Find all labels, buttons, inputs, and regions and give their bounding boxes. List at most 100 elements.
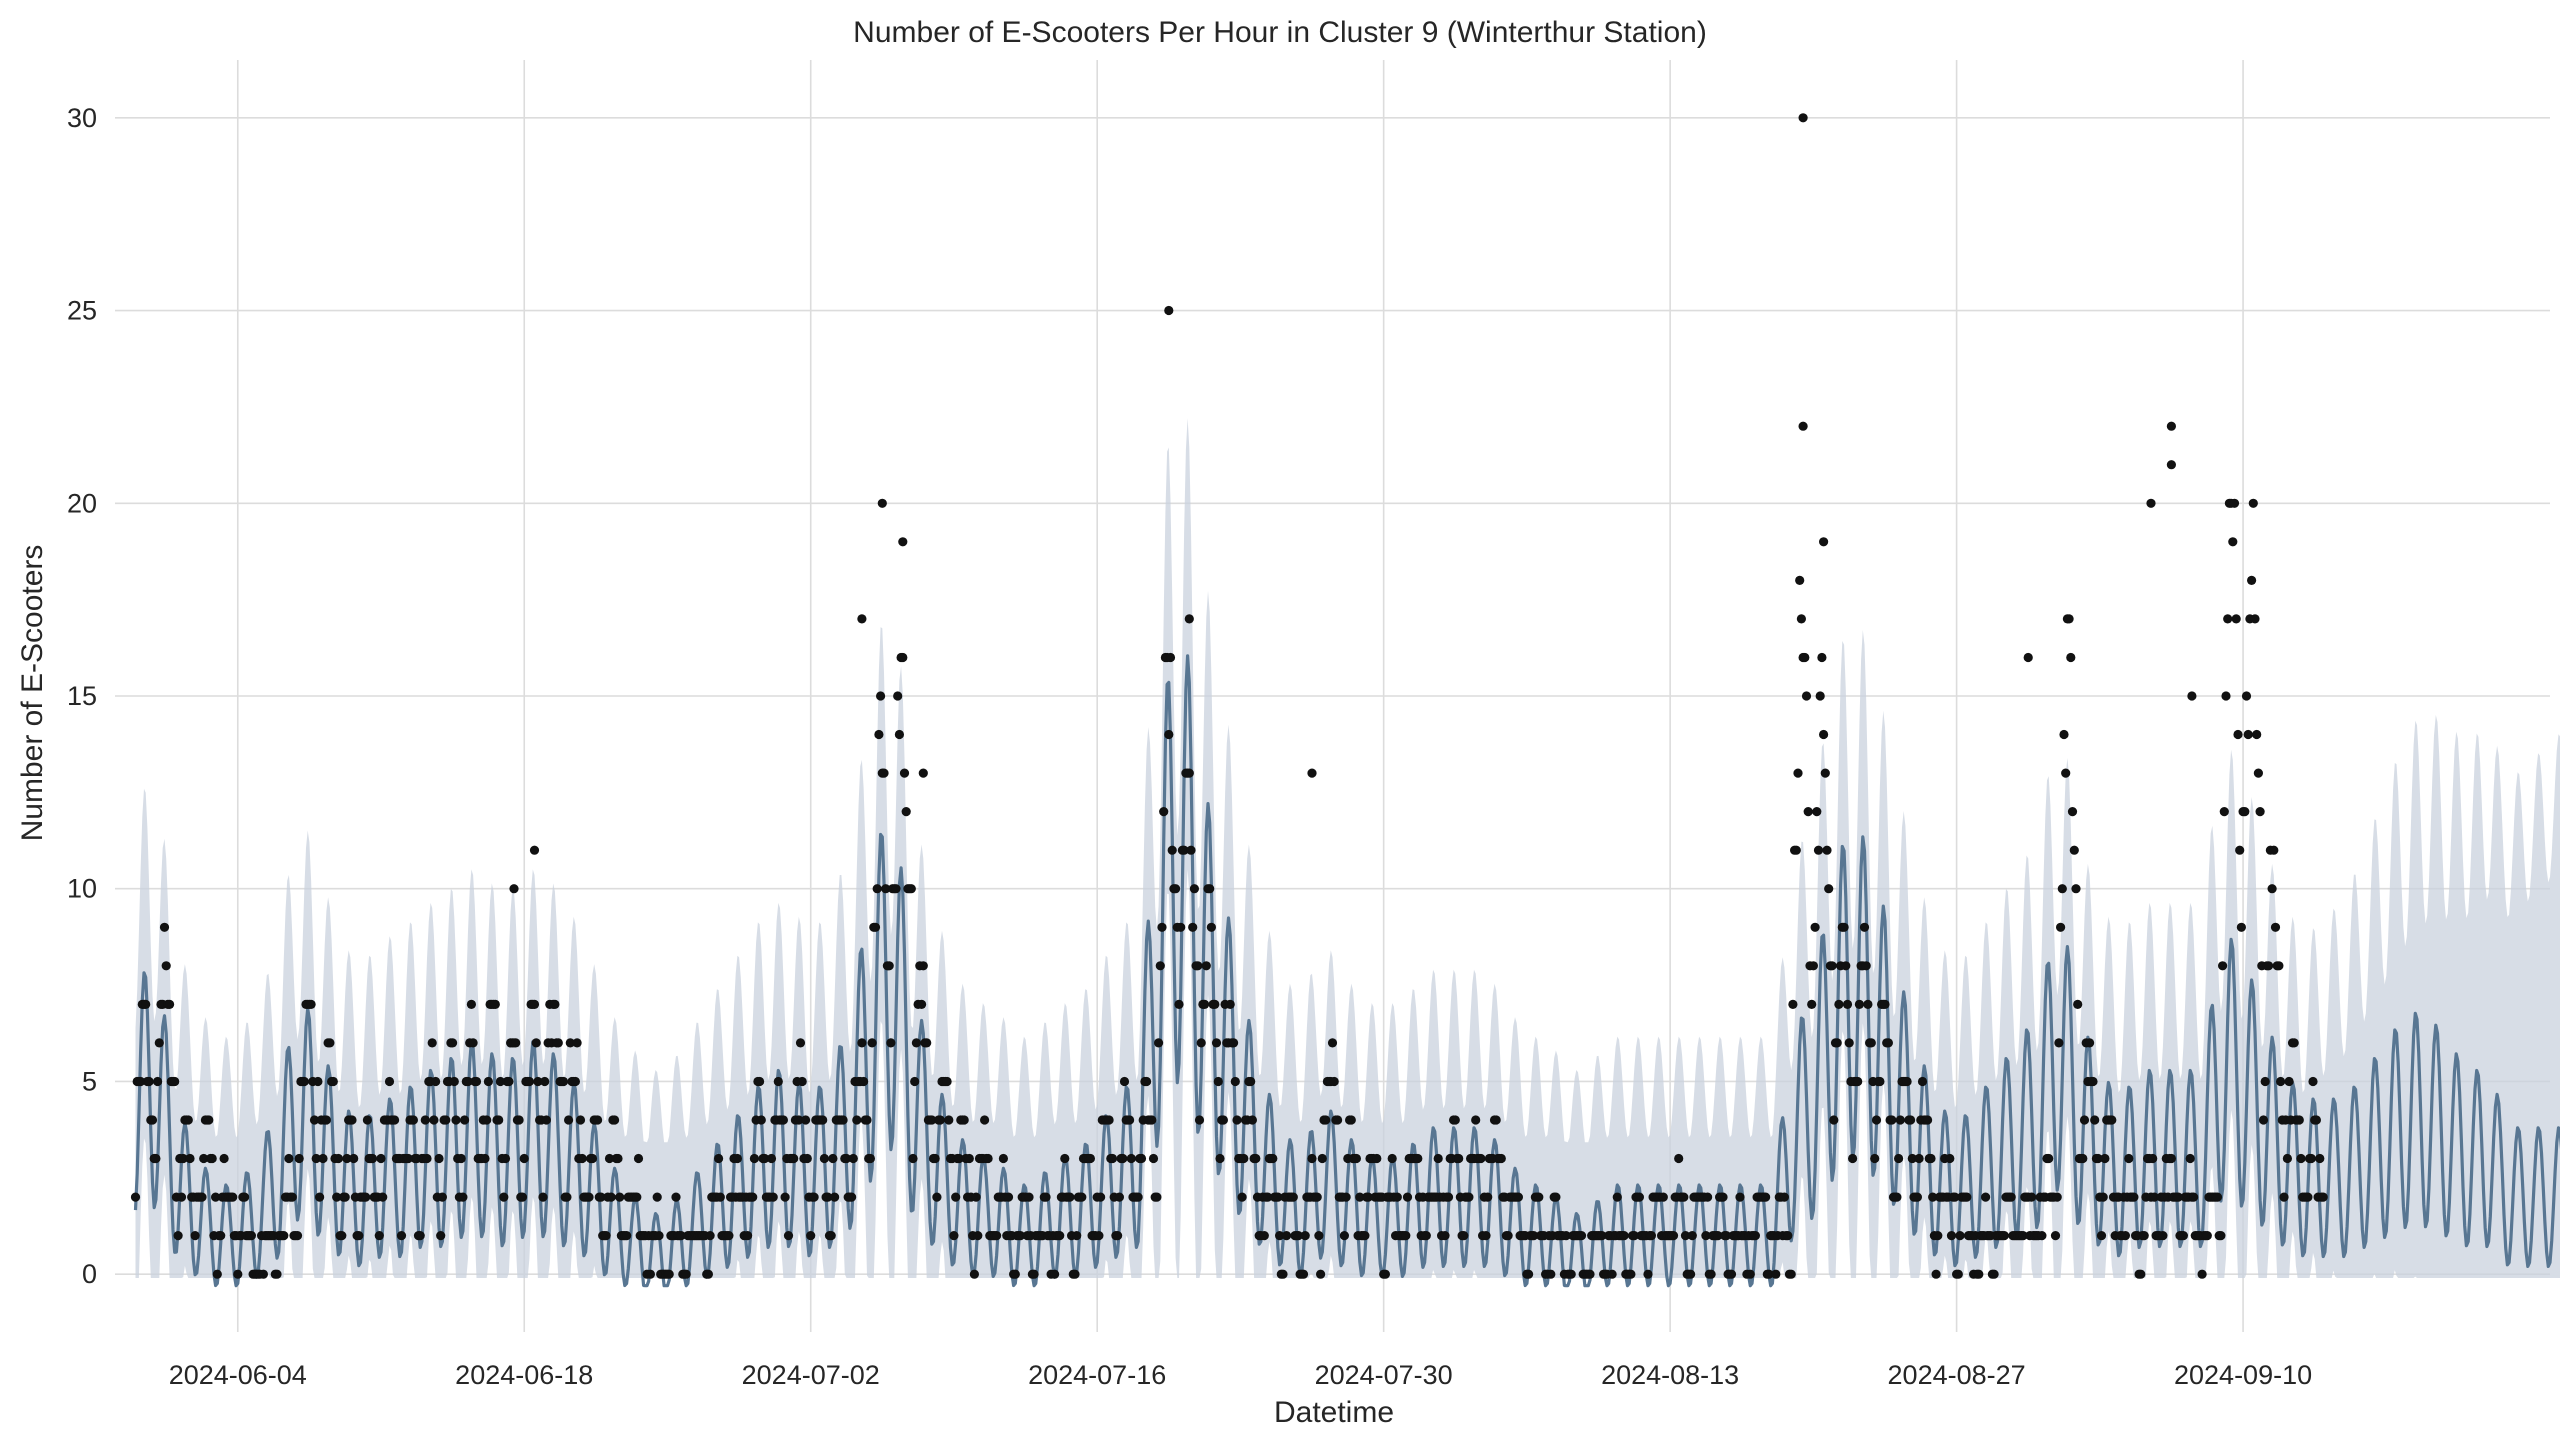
observed-point [1892, 1192, 1902, 1202]
observed-point [1210, 999, 1220, 1010]
observed-point [1839, 922, 1849, 932]
observed-point [1551, 1192, 1561, 1202]
observed-point [1931, 1269, 1941, 1279]
observed-point [354, 1231, 364, 1241]
observed-point [1902, 1076, 1912, 1087]
observed-point [1200, 999, 1210, 1010]
observed-point [151, 1153, 161, 1164]
observed-point [847, 1192, 857, 1202]
observed-point [408, 1115, 418, 1125]
observed-point [2276, 1076, 2286, 1087]
observed-point [1070, 1269, 1080, 1279]
observed-point [1534, 1192, 1544, 1202]
observed-point [2098, 1192, 2108, 1202]
observed-point [1786, 1269, 1796, 1279]
observed-point [2071, 884, 2081, 894]
observed-point [562, 1192, 572, 1202]
observed-point [2311, 1115, 2321, 1125]
observed-point [1634, 1192, 1644, 1202]
observed-point [448, 1038, 458, 1048]
observed-point [2059, 729, 2069, 740]
observed-point [1471, 1115, 1481, 1125]
observed-point [2078, 1153, 2088, 1164]
observed-point [1803, 807, 1813, 817]
x-tick-label: 2024-08-27 [1888, 1360, 2026, 1390]
y-tick-label: 5 [82, 1066, 97, 1096]
observed-point [1317, 1153, 1327, 1164]
observed-point [1293, 1231, 1303, 1241]
observed-point [2219, 807, 2229, 817]
observed-point [2139, 1231, 2149, 1241]
y-tick-label: 20 [67, 488, 97, 518]
observed-point [935, 1115, 945, 1125]
observed-point [575, 1115, 586, 1125]
observed-point [1974, 1269, 1984, 1279]
observed-point [2044, 1153, 2054, 1164]
observed-point [2067, 807, 2078, 817]
observed-point [2018, 1231, 2028, 1241]
observed-point [1230, 1076, 1240, 1087]
observed-point [422, 1153, 432, 1164]
observed-point [1363, 1192, 1373, 1202]
observed-point [830, 1192, 840, 1202]
observed-point [1314, 1231, 1324, 1241]
observed-point [1268, 1153, 1278, 1164]
observed-point [1142, 1076, 1152, 1087]
observed-point [2088, 1076, 2098, 1087]
observed-point [2061, 768, 2071, 778]
observed-point [212, 1269, 222, 1279]
observed-points-layer [130, 113, 2328, 1279]
observed-point [565, 1038, 575, 1048]
observed-point [374, 1231, 384, 1241]
observed-point [664, 1269, 674, 1279]
observed-point [703, 1269, 714, 1279]
observed-point [2064, 614, 2074, 624]
observed-point [367, 1153, 378, 1164]
observed-point [2178, 1231, 2188, 1241]
observed-point [147, 1115, 158, 1125]
observed-point [749, 1153, 760, 1164]
observed-point [1764, 1269, 1774, 1279]
observed-point [420, 1115, 430, 1125]
observed-point [1232, 1115, 1242, 1125]
observed-point [1194, 1115, 1205, 1125]
observed-point [1392, 1192, 1402, 1202]
observed-point [1440, 1231, 1450, 1241]
observed-point [2027, 1192, 2037, 1202]
observed-point [1513, 1192, 1523, 1202]
observed-point [1791, 845, 1801, 855]
observed-point [499, 1192, 509, 1202]
observed-point [1312, 1192, 1322, 1202]
observed-point [1029, 1269, 1039, 1279]
observed-point [1914, 1153, 1924, 1164]
uncertainty-band [135, 418, 2560, 1278]
observed-point [1646, 1231, 1656, 1241]
observed-point [2274, 961, 2284, 971]
y-tick-label: 10 [67, 874, 97, 904]
observed-point [1895, 1115, 1905, 1125]
observed-point [1164, 729, 1174, 740]
observed-point [2129, 1192, 2139, 1202]
observed-point [170, 1076, 180, 1087]
observed-point [2241, 691, 2252, 701]
observed-point [587, 1153, 598, 1164]
observed-point [2006, 1192, 2016, 1202]
observed-point [911, 1038, 922, 1048]
observed-point [1184, 768, 1194, 778]
observed-point [1060, 1153, 1070, 1164]
observed-point [159, 922, 170, 932]
observed-point [2100, 1153, 2110, 1164]
observed-point [1721, 1231, 1731, 1241]
observed-peak-point [2187, 691, 2197, 701]
observed-point [951, 1192, 961, 1202]
observed-point [1355, 1192, 1365, 1202]
observed-point [2253, 768, 2263, 778]
tick-label-layer: 0 5 10 15 20 25 30 2024-06-04 2024-06-18 2024-07-… [67, 103, 2312, 1390]
observed-point [427, 1038, 437, 1048]
observed-point [1761, 1192, 1771, 1202]
observed-point [1668, 1231, 1679, 1241]
observed-point [321, 1115, 331, 1125]
observed-point [362, 1115, 372, 1125]
observed-point [1246, 1076, 1256, 1087]
